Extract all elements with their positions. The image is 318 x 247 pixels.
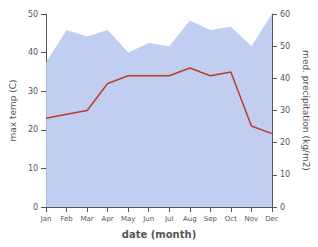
svg-text:50: 50: [28, 10, 38, 19]
svg-text:Mar: Mar: [81, 215, 94, 223]
svg-text:med. precipitation (kg/m2): med. precipitation (kg/m2): [301, 50, 311, 171]
svg-text:10: 10: [28, 164, 38, 173]
svg-text:Aug: Aug: [183, 215, 197, 223]
svg-text:10: 10: [280, 170, 290, 179]
svg-text:Nov: Nov: [245, 215, 259, 223]
svg-text:Jul: Jul: [164, 215, 174, 223]
svg-text:Dec: Dec: [265, 215, 279, 223]
svg-text:40: 40: [28, 48, 38, 57]
svg-text:0: 0: [33, 203, 38, 212]
svg-text:Apr: Apr: [102, 215, 114, 223]
svg-text:Feb: Feb: [60, 215, 73, 223]
svg-text:60: 60: [280, 10, 290, 19]
svg-text:50: 50: [280, 42, 290, 51]
svg-text:Jan: Jan: [40, 215, 52, 223]
svg-text:Oct: Oct: [225, 215, 237, 223]
svg-text:30: 30: [280, 106, 290, 115]
svg-text:40: 40: [280, 74, 290, 83]
svg-text:30: 30: [28, 87, 38, 96]
svg-text:20: 20: [28, 125, 38, 134]
svg-text:Jun: Jun: [142, 215, 154, 223]
svg-text:date (month): date (month): [122, 229, 196, 240]
svg-text:0: 0: [280, 203, 285, 212]
svg-text:Sep: Sep: [204, 215, 218, 223]
svg-text:max temp (C): max temp (C): [8, 79, 18, 141]
svg-text:20: 20: [280, 138, 290, 147]
svg-text:May: May: [121, 215, 135, 223]
